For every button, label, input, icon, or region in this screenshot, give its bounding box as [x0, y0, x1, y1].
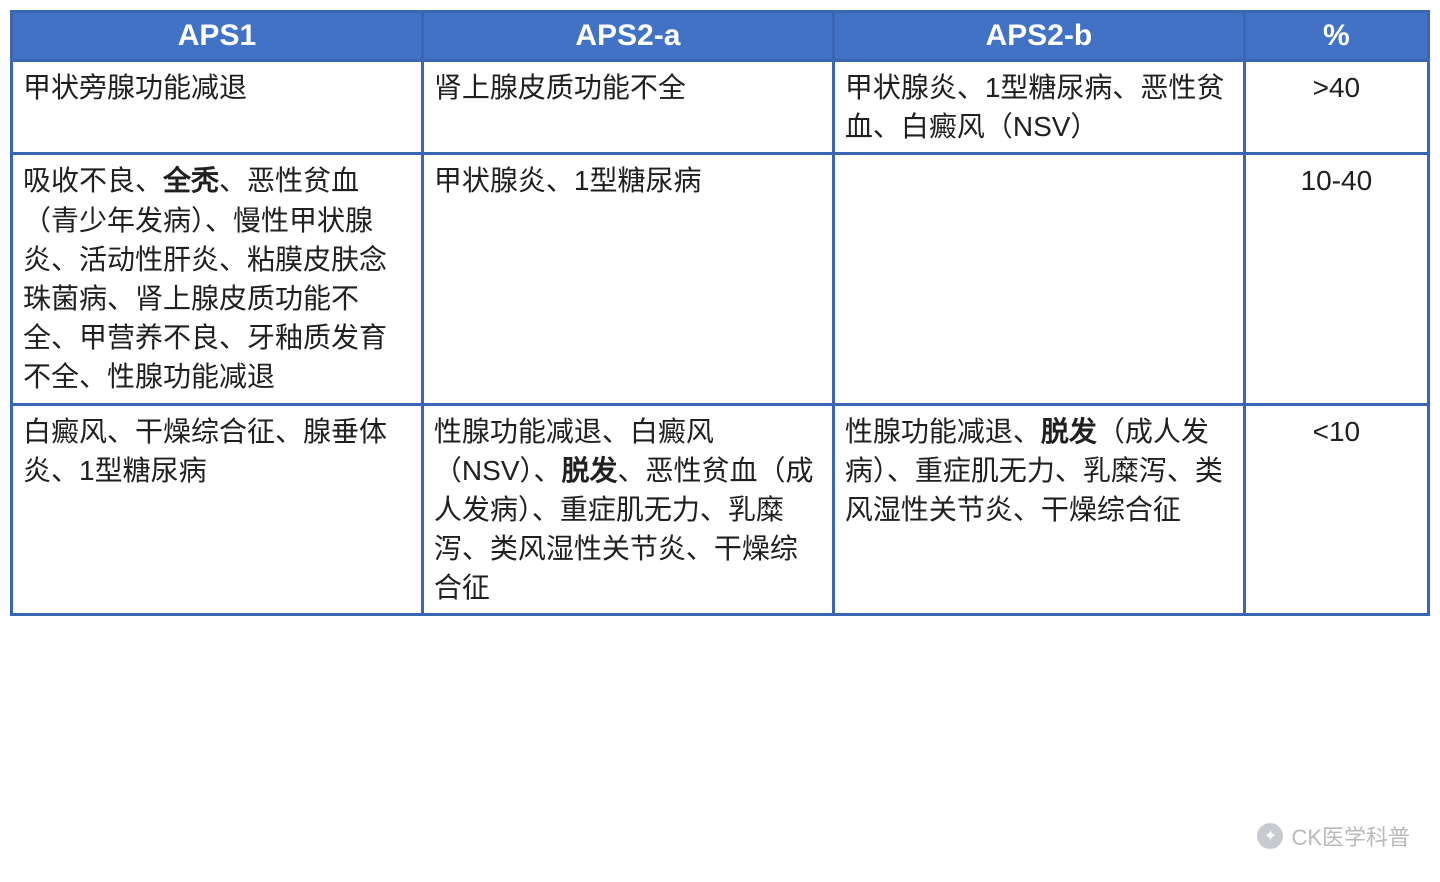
header-pct: %	[1244, 12, 1428, 61]
text-segment: 、恶性贫血（青少年发病）、慢性甲状腺炎、活动性肝炎、粘膜皮肤念珠菌病、肾上腺皮质…	[23, 165, 387, 392]
table-cell: 甲状腺炎、1型糖尿病	[422, 154, 833, 404]
text-segment: 脱发	[1041, 416, 1097, 447]
text-segment: 白癜风、干燥综合征、腺垂体炎、1型糖尿病	[23, 416, 387, 486]
table-cell: 吸收不良、全秃、恶性贫血（青少年发病）、慢性甲状腺炎、活动性肝炎、粘膜皮肤念珠菌…	[12, 154, 423, 404]
table-cell: 肾上腺皮质功能不全	[422, 61, 833, 154]
table-cell: >40	[1244, 61, 1428, 154]
header-aps2b: APS2-b	[833, 12, 1244, 61]
table-cell	[833, 154, 1244, 404]
table-row: 白癜风、干燥综合征、腺垂体炎、1型糖尿病性腺功能减退、白癜风（NSV）、脱发、恶…	[12, 404, 1429, 615]
table-cell: 甲状腺炎、1型糖尿病、恶性贫血、白癜风（NSV）	[833, 61, 1244, 154]
table-body: 甲状旁腺功能减退 肾上腺皮质功能不全 甲状腺炎、1型糖尿病、恶性贫血、白癜风（NSV…	[12, 61, 1429, 615]
watermark-text: CK医学科普	[1291, 820, 1410, 852]
text-segment: 吸收不良、	[23, 165, 163, 196]
table-cell: <10	[1244, 404, 1428, 615]
aps-table: APS1 APS2-a APS2-b % 甲状旁腺功能减退肾上腺皮质功能不全甲状…	[10, 10, 1430, 616]
text-segment: 甲状腺炎、1型糖尿病	[434, 165, 702, 196]
text-segment: 甲状旁腺功能减退	[23, 72, 247, 103]
text-segment: 甲状腺炎、1型糖尿病、恶性贫血、白癜风（NSV）	[845, 72, 1225, 142]
table-cell: 白癜风、干燥综合征、腺垂体炎、1型糖尿病	[12, 404, 423, 615]
text-segment: 肾上腺皮质功能不全	[434, 72, 686, 103]
table-row: 吸收不良、全秃、恶性贫血（青少年发病）、慢性甲状腺炎、活动性肝炎、粘膜皮肤念珠菌…	[12, 154, 1429, 404]
header-aps2a: APS2-a	[422, 12, 833, 61]
table-row: 甲状旁腺功能减退 肾上腺皮质功能不全 甲状腺炎、1型糖尿病、恶性贫血、白癜风（NSV…	[12, 61, 1429, 154]
header-aps1: APS1	[12, 12, 423, 61]
text-segment: 脱发	[562, 455, 618, 486]
table-cell: 性腺功能减退、白癜风（NSV）、脱发、恶性贫血（成人发病）、重症肌无力、乳糜泻、…	[422, 404, 833, 615]
text-segment: 性腺功能减退、	[845, 416, 1041, 447]
table-cell: 10-40	[1244, 154, 1428, 404]
text-segment: 全秃	[163, 165, 219, 196]
wechat-icon: ✦	[1257, 823, 1283, 849]
watermark: ✦ CK医学科普	[1257, 820, 1410, 852]
table-cell: 性腺功能减退、脱发（成人发病）、重症肌无力、乳糜泻、类风湿性关节炎、干燥综合征	[833, 404, 1244, 615]
table-cell: 甲状旁腺功能减退	[12, 61, 423, 154]
table-header-row: APS1 APS2-a APS2-b %	[12, 12, 1429, 61]
